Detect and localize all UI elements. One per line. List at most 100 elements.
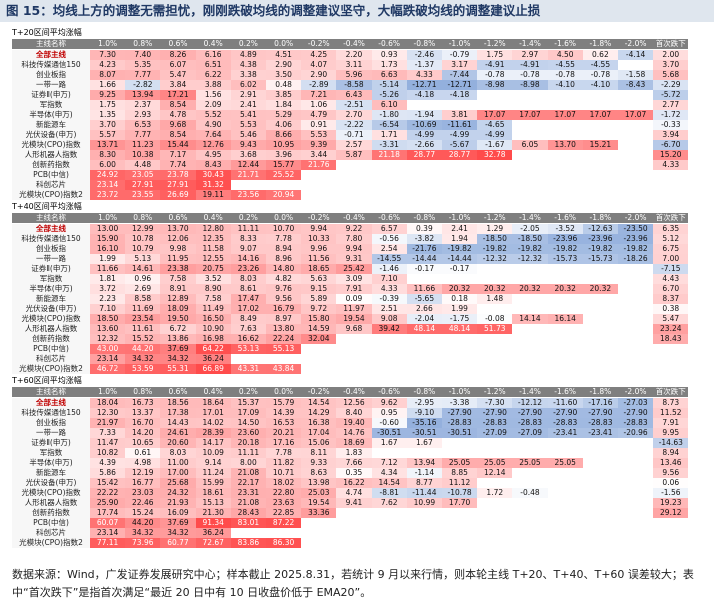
- column-header: -1.8%: [582, 213, 618, 223]
- table-cell: 5.41: [230, 110, 266, 120]
- table-cell: 20.60: [160, 438, 196, 448]
- row-name: 新能源车: [12, 120, 90, 130]
- table-cell: 4.98: [125, 458, 161, 468]
- table-cell: 3.17: [442, 60, 478, 70]
- table-cell: 2.90: [266, 60, 302, 70]
- table-cell: -2.29: [653, 80, 689, 90]
- table-cell: 14.43: [160, 418, 196, 428]
- table-cell: 21.71: [230, 170, 266, 180]
- table-cell: -4.99: [406, 130, 442, 140]
- table-cell: 48.14: [442, 324, 478, 334]
- table-cell: -9.10: [406, 408, 442, 418]
- table-cell: 10.90: [195, 324, 231, 334]
- table-cell: 8.49: [230, 314, 266, 324]
- table-cell: 28.77: [406, 150, 442, 160]
- table-cell: -27.09: [477, 428, 513, 438]
- table-cell: 12.19: [125, 468, 161, 478]
- table-cell: 13.70: [160, 224, 196, 234]
- table-cell: 9.76: [266, 284, 302, 294]
- row-name: 创新药指数: [12, 160, 90, 170]
- table-cell: 4.50: [547, 50, 583, 60]
- table-cell: 15.52: [125, 334, 161, 344]
- table-cell: 2.37: [125, 100, 161, 110]
- table-cell: 18.69: [336, 438, 372, 448]
- table-cell: 1.73: [371, 60, 407, 70]
- table-cell: 10.09: [195, 448, 231, 458]
- table-cell: 16.50: [195, 314, 231, 324]
- table-cell: 9.94: [301, 224, 337, 234]
- column-header: -1.8%: [582, 387, 618, 397]
- table-cell: 16.53: [266, 418, 302, 428]
- table-cell: 6.43: [336, 90, 372, 100]
- table-cell: 6.07: [160, 60, 196, 70]
- table-cell: -27.90: [512, 408, 548, 418]
- column-header: -0.6%: [371, 213, 407, 223]
- table-cell: -30.51: [371, 428, 407, 438]
- table-cell: 1.66: [90, 80, 126, 90]
- table-cell: 16.70: [125, 418, 161, 428]
- column-header: -1.2%: [477, 213, 513, 223]
- table-cell: -30.51: [442, 428, 478, 438]
- table-cell: 10.65: [125, 438, 161, 448]
- table-cell: -3.31: [371, 140, 407, 150]
- table-cell: 24.61: [160, 428, 196, 438]
- row-name: 科创芯片: [12, 354, 90, 364]
- table-cell: -2.22: [336, 120, 372, 130]
- table-cell: 6.51: [195, 60, 231, 70]
- table-cell: 7.21: [301, 90, 337, 100]
- table-cell: 4.33: [406, 70, 442, 80]
- column-header: -1.0%: [442, 39, 478, 49]
- table-cell: -4.65: [477, 120, 513, 130]
- table-cell: 14.14: [512, 314, 548, 324]
- table-cell: 23.38: [160, 264, 196, 274]
- table-cell: 7.12: [371, 458, 407, 468]
- table-cell: 87.22: [266, 518, 302, 528]
- table-cell: 21.18: [371, 150, 407, 160]
- table-cell: -27.90: [582, 408, 618, 418]
- column-header: -0.2%: [301, 39, 337, 49]
- column-header: 主线名称: [12, 387, 90, 397]
- table-cell: 17.47: [230, 294, 266, 304]
- table-cell: 5.29: [266, 110, 302, 120]
- table-cell: -0.78: [512, 70, 548, 80]
- table-cell: 15.06: [301, 438, 337, 448]
- table-cell: -4.18: [406, 90, 442, 100]
- row-name: 人形机器人指数: [12, 150, 90, 160]
- table-cell: 2.93: [125, 110, 161, 120]
- table-cell: 16.77: [125, 478, 161, 488]
- table-cell: 3.72: [90, 284, 126, 294]
- table-cell: -5.26: [371, 90, 407, 100]
- table-cell: -27.90: [547, 408, 583, 418]
- table-cell: 12.55: [195, 254, 231, 264]
- table-cell: 6.22: [195, 70, 231, 80]
- table-cell: 10.33: [301, 234, 337, 244]
- table-cell: -4.18: [442, 90, 478, 100]
- table-cell: -6.70: [653, 140, 689, 150]
- row-name: 科技传媒通信150: [12, 408, 90, 418]
- column-header: -1.8%: [582, 39, 618, 49]
- table-cell: -0.39: [371, 294, 407, 304]
- table-cell: 21.93: [160, 498, 196, 508]
- table-cell: 0.93: [371, 50, 407, 60]
- table-cell: -2.51: [336, 100, 372, 110]
- table-cell: 2.70: [336, 110, 372, 120]
- column-header: -0.2%: [301, 387, 337, 397]
- table-cell: 0.39: [406, 224, 442, 234]
- row-name: 证券Ⅱ(申万): [12, 438, 90, 448]
- table-cell: 1.67: [371, 438, 407, 448]
- column-header: -0.4%: [336, 39, 372, 49]
- table-cell: 3.38: [230, 70, 266, 80]
- table-cell: 2.77: [653, 100, 689, 110]
- table-cell: -3.82: [406, 234, 442, 244]
- table-cell: 4.39: [90, 458, 126, 468]
- column-header: 0.2%: [230, 387, 266, 397]
- table-cell: 6.57: [371, 224, 407, 234]
- table-cell: 36.24: [195, 528, 231, 538]
- table-cell: 23.56: [230, 190, 266, 200]
- table-cell: -0.56: [371, 234, 407, 244]
- row-name: 光模块(CPO)指数2: [12, 364, 90, 374]
- table-cell: 14.20: [125, 428, 161, 438]
- table-cell: 3.88: [195, 80, 231, 90]
- table-cell: -4.10: [547, 80, 583, 90]
- table-cell: -2.89: [301, 80, 337, 90]
